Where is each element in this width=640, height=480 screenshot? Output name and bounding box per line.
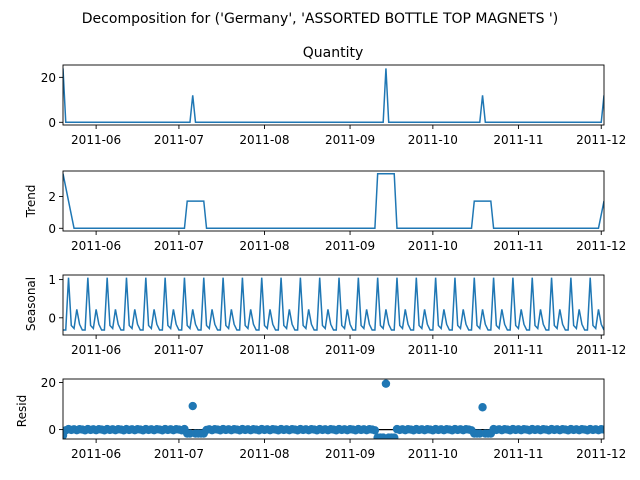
- trend-xtick-label: 2011-09: [325, 239, 375, 253]
- seasonal-series-line: [63, 277, 604, 331]
- resid-point: [478, 403, 487, 412]
- resid-xtick-label: 2011-10: [408, 447, 458, 461]
- seasonal-xtick-label: 2011-11: [493, 343, 543, 357]
- seasonal-ytick-label: 0: [48, 311, 56, 325]
- seasonal-plot-area: [63, 277, 604, 331]
- observed-plot-area: [63, 68, 604, 124]
- resid-ytick-label: 0: [48, 423, 56, 437]
- observed-xtick-label: 2011-12: [576, 133, 626, 147]
- trend-xtick-label: 2011-07: [154, 239, 204, 253]
- resid-axes-frame: [62, 378, 605, 440]
- observed-xtick-label: 2011-07: [154, 133, 204, 147]
- resid-point: [390, 433, 399, 439]
- observed-xtick-label: 2011-08: [239, 133, 289, 147]
- observed-series-line: [63, 68, 604, 124]
- seasonal-xtick-label: 2011-07: [154, 343, 204, 357]
- resid-ytick-label: 20: [41, 376, 56, 390]
- observed-xtick-label: 2011-10: [408, 133, 458, 147]
- trend-series-line: [63, 172, 604, 230]
- resid-xtick-label: 2011-11: [493, 447, 543, 461]
- trend-plot-area: [63, 172, 604, 230]
- seasonal-axes-frame: [62, 274, 605, 336]
- trend-ytick-label: 2: [48, 190, 56, 204]
- seasonal-ytick-label: 1: [48, 273, 56, 287]
- resid-point: [599, 425, 604, 434]
- trend-axes-frame: [62, 170, 605, 232]
- panel-observed: 0 20 2011-06 2011-07 2011-08 2011-09 2011-10 20…: [41, 64, 626, 147]
- resid-point: [188, 401, 197, 411]
- observed-xtick-label: 2011-11: [493, 133, 543, 147]
- trend-xtick-label: 2011-12: [576, 239, 626, 253]
- observed-xtick-label: 2011-09: [325, 133, 375, 147]
- trend-xtick-label: 2011-11: [493, 239, 543, 253]
- resid-point: [381, 379, 391, 388]
- panel-resid: 0 20 2011-06 2011-07 2011-08 2011-09 2011-10 20…: [41, 376, 627, 461]
- seasonal-xtick-label: 2011-06: [71, 343, 121, 357]
- panel-title-quantity: Quantity: [303, 45, 364, 61]
- resid-xtick-label: 2011-12: [576, 447, 626, 461]
- observed-ytick-label: 20: [41, 71, 56, 85]
- resid-plot-area: [63, 379, 604, 439]
- seasonal-xtick-label: 2011-09: [325, 343, 375, 357]
- seasonal-xtick-label: 2011-12: [576, 343, 626, 357]
- trend-xtick-label: 2011-10: [408, 239, 458, 253]
- panel-seasonal: 0 1 2011-06 2011-07 2011-08 2011-09 2011-10 201…: [48, 273, 626, 357]
- resid-point: [370, 426, 380, 435]
- figure-suptitle: Decomposition for ('Germany', 'ASSORTED …: [82, 11, 558, 27]
- observed-ytick-label: 0: [48, 116, 56, 130]
- observed-axes-frame: [62, 64, 605, 126]
- trend-xtick-label: 2011-06: [71, 239, 121, 253]
- observed-xtick-label: 2011-06: [71, 133, 121, 147]
- seasonal-xtick-label: 2011-10: [408, 343, 458, 357]
- resid-xtick-label: 2011-08: [239, 447, 289, 461]
- resid-xtick-label: 2011-06: [71, 447, 121, 461]
- panel-ylabel-seasonal: Seasonal: [24, 277, 38, 331]
- trend-ytick-label: 0: [48, 222, 56, 236]
- trend-xtick-label: 2011-08: [239, 239, 289, 253]
- resid-xtick-label: 2011-09: [325, 447, 375, 461]
- panel-trend: 0 2 2011-06 2011-07 2011-08 2011-09 2011-10 201…: [48, 170, 626, 253]
- panel-ylabel-resid: Resid: [15, 395, 29, 427]
- seasonal-xtick-label: 2011-08: [239, 343, 289, 357]
- panel-ylabel-trend: Trend: [24, 185, 38, 219]
- resid-xtick-label: 2011-07: [154, 447, 204, 461]
